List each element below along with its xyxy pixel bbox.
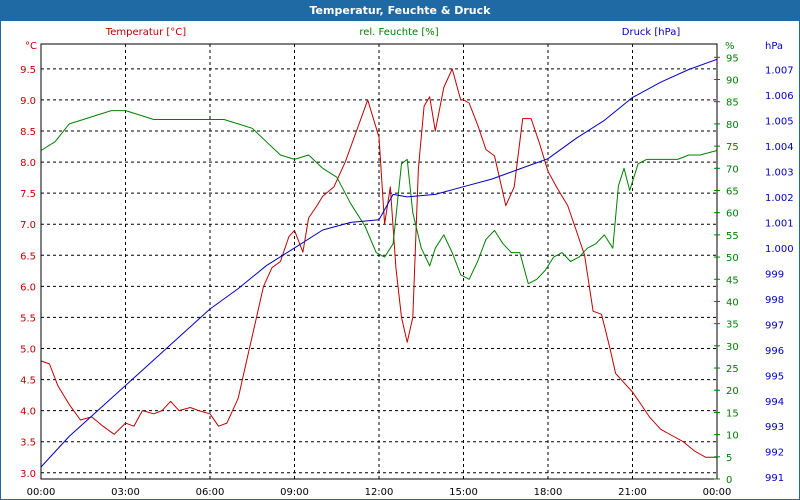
x-tick-time: 03:00 [111, 487, 140, 498]
pressure-tick-label: 999 [765, 269, 784, 280]
humidity-unit-label: % [725, 41, 735, 52]
humidity-tick-label: 80 [726, 120, 739, 131]
temperature-tick-label: 4.5 [20, 376, 36, 387]
temperature-unit-label: °C [25, 41, 37, 52]
humidity-axis-title: rel. Feuchte [%] [359, 27, 438, 38]
pressure-tick-label: 992 [765, 448, 784, 459]
humidity-tick-label: 85 [726, 98, 739, 109]
temperature-tick-label: 4.0 [20, 407, 36, 418]
temperature-axis-title: Temperatur [°C] [105, 27, 186, 38]
x-tick-time: 00:00 [27, 487, 56, 498]
x-tick-time: 06:00 [196, 487, 225, 498]
pressure-tick-label: 997 [765, 320, 784, 331]
temperature-tick-label: 9.0 [20, 96, 36, 107]
humidity-tick-label: 90 [726, 76, 739, 87]
pressure-tick-label: 1.004 [765, 142, 794, 153]
temperature-tick-label: 6.5 [20, 251, 36, 262]
humidity-tick-label: 5 [726, 453, 732, 464]
temperature-tick-label: 8.5 [20, 127, 36, 138]
window-title: Temperatur, Feuchte & Druck [1, 1, 799, 21]
temperature-series-line [40, 68, 717, 458]
temperature-tick-label: 3.0 [20, 469, 36, 480]
pressure-tick-label: 1.003 [765, 167, 794, 178]
humidity-tick-label: 35 [726, 320, 739, 331]
temperature-tick-label: 3.5 [20, 438, 36, 449]
x-tick-time: 00:00 [703, 487, 732, 498]
pressure-tick-label: 1.002 [765, 193, 794, 204]
humidity-tick-label: 0 [726, 475, 732, 486]
humidity-tick-label: 15 [726, 408, 739, 419]
x-tick-time: 09:00 [280, 487, 309, 498]
humidity-tick-label: 75 [726, 142, 739, 153]
temperature-tick-label: 6.0 [20, 282, 36, 293]
temperature-tick-label: 5.0 [20, 345, 36, 356]
x-tick-time: 21:00 [618, 487, 647, 498]
humidity-tick-label: 40 [726, 297, 739, 308]
axis-labels: °C% hPa Temperatur [°C] rel. Feuchte [%] Dru… [25, 27, 783, 52]
pressure-unit-label: hPa [765, 41, 783, 52]
pressure-tick-label: 996 [765, 346, 784, 357]
pressure-axis-title: Druck [hPa] [622, 27, 681, 38]
humidity-tick-label: 25 [726, 364, 739, 375]
plot-frame [40, 43, 718, 480]
temperature-tick-label: 9.5 [20, 65, 36, 76]
humidity-tick-label: 10 [726, 431, 739, 442]
chart-canvas: 00:0009.04.2203:0009.04.2206:0009.04.220… [20, 27, 794, 498]
series-lines [40, 58, 718, 468]
temperature-tick-label: 8.0 [20, 158, 36, 169]
axis-ticks: 00:0009.04.2203:0009.04.2206:0009.04.220… [20, 53, 794, 498]
humidity-tick-label: 65 [726, 186, 739, 197]
temperature-tick-label: 7.5 [20, 189, 36, 200]
humidity-tick-label: 95 [726, 53, 739, 64]
humidity-series-line [40, 110, 718, 285]
grid [41, 44, 717, 479]
x-tick-time: 15:00 [449, 487, 478, 498]
pressure-tick-label: 1.001 [765, 218, 794, 229]
temperature-tick-label: 5.5 [20, 313, 36, 324]
pressure-tick-label: 991 [765, 473, 784, 484]
pressure-tick-label: 1.006 [765, 91, 794, 102]
humidity-tick-label: 50 [726, 253, 739, 264]
pressure-tick-label: 993 [765, 422, 784, 433]
x-tick-time: 18:00 [534, 487, 563, 498]
pressure-tick-label: 994 [765, 397, 784, 408]
x-tick-time: 12:00 [365, 487, 394, 498]
pressure-tick-label: 1.007 [765, 65, 794, 76]
humidity-tick-label: 30 [726, 342, 739, 353]
pressure-tick-label: 1.005 [765, 116, 794, 127]
pressure-tick-label: 1.000 [765, 244, 794, 255]
humidity-tick-label: 55 [726, 231, 739, 242]
humidity-tick-label: 20 [726, 386, 739, 397]
pressure-series-line [40, 58, 718, 468]
humidity-tick-label: 70 [726, 164, 739, 175]
temperature-tick-label: 7.0 [20, 220, 36, 231]
humidity-tick-label: 45 [726, 275, 739, 286]
pressure-tick-label: 998 [765, 295, 784, 306]
humidity-tick-label: 60 [726, 209, 739, 220]
pressure-tick-label: 995 [765, 371, 784, 382]
